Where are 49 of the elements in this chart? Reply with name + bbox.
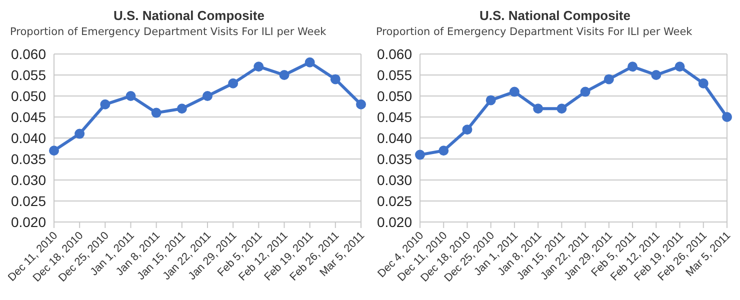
point — [438, 146, 449, 156]
y-tick-label: 0.040 — [10, 130, 46, 146]
y-tick-label: 0.020 — [376, 214, 412, 230]
y-tick-label: 0.035 — [376, 150, 412, 167]
point — [509, 86, 520, 97]
y-tick-label: 0.045 — [376, 108, 412, 125]
point — [126, 91, 136, 101]
point — [722, 112, 732, 122]
point — [356, 99, 366, 110]
point — [49, 146, 59, 156]
y-tick-label: 0.025 — [10, 192, 46, 209]
point — [604, 74, 614, 84]
point — [330, 74, 340, 84]
chart-subtitle: Proportion of Emergency Department Visits For ILI per Week — [375, 26, 694, 40]
y-tick-label: 0.060 — [376, 46, 412, 62]
point — [556, 104, 567, 114]
point — [698, 78, 708, 88]
chart-subtitle: Proportion of Emergency Department Visits For ILI per Week — [9, 26, 328, 40]
point — [151, 108, 162, 118]
y-tick-label: 0.035 — [10, 150, 46, 167]
y-tick-label: 0.050 — [10, 88, 46, 104]
point — [674, 62, 685, 72]
point — [74, 128, 85, 139]
y-tick-label: 0.060 — [10, 46, 46, 62]
point — [254, 62, 264, 72]
y-tick-label: 0.030 — [376, 172, 412, 188]
point — [415, 150, 425, 160]
point — [628, 62, 638, 72]
y-tick-label: 0.025 — [376, 192, 412, 209]
y-tick-label: 0.020 — [10, 214, 46, 230]
point — [486, 95, 496, 106]
point — [176, 104, 187, 114]
y-tick-label: 0.050 — [376, 88, 412, 104]
chart-title: U.S. National Composite — [112, 8, 266, 25]
chart-title: U.S. National Composite — [478, 8, 632, 25]
point — [533, 104, 544, 114]
y-tick-label: 0.055 — [10, 66, 46, 83]
y-tick-label: 0.030 — [10, 172, 46, 188]
point — [228, 78, 238, 88]
point — [580, 86, 590, 97]
y-tick-label: 0.040 — [376, 130, 412, 146]
y-tick-label: 0.055 — [376, 66, 412, 83]
point — [202, 91, 212, 101]
point — [462, 124, 472, 135]
point — [279, 70, 290, 80]
y-tick-label: 0.045 — [10, 108, 46, 125]
point — [651, 70, 662, 80]
point — [304, 57, 315, 68]
point — [100, 99, 110, 110]
